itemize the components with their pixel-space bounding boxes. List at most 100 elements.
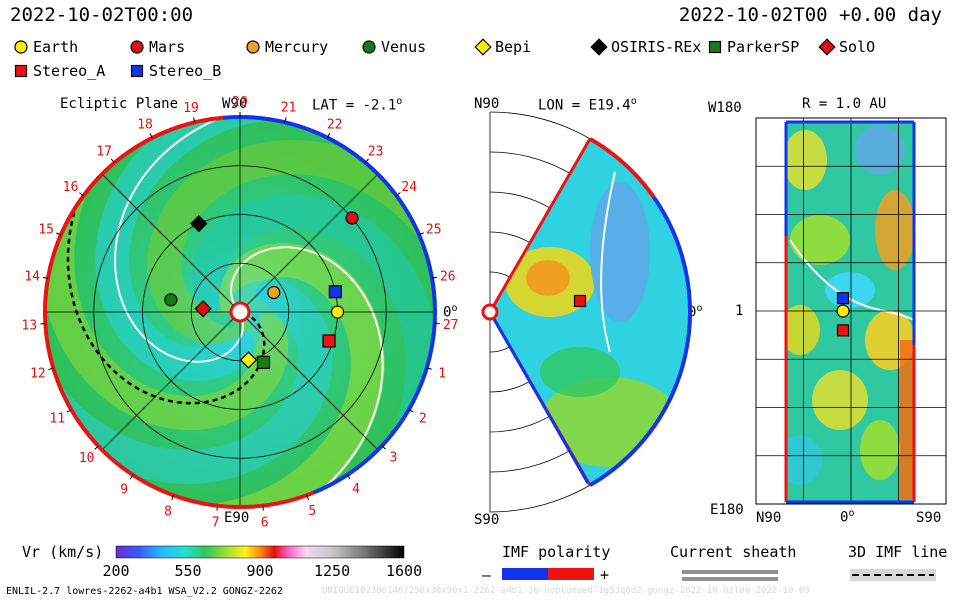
legend-item-mercury: Mercury xyxy=(244,38,328,56)
rim-tick xyxy=(408,408,414,413)
carrington-tick-label: 14 xyxy=(24,270,40,285)
rim-tick xyxy=(110,158,115,164)
marker-earth xyxy=(330,305,345,319)
current-sheath-line xyxy=(45,246,384,507)
colorbar-tick-label: 200 xyxy=(102,562,130,580)
rim-tick xyxy=(364,158,369,163)
imf3d-swatch xyxy=(850,569,936,581)
legend-label: Stereo_B xyxy=(149,62,222,80)
carrington-tick-label: 3 xyxy=(390,451,398,466)
marker-mercury xyxy=(267,285,281,300)
bottom-legend xyxy=(115,545,936,581)
imf-minus-label: – xyxy=(482,566,492,584)
carrington-tick-label: 5 xyxy=(308,504,316,519)
rim-tick xyxy=(149,133,153,139)
footer-left: ENLIL-2.7 lowres-2262-a4b1 WSA_V2.2 GONG… xyxy=(6,586,283,597)
colorbar-tick-label: 900 xyxy=(246,562,274,580)
legend-label: Mercury xyxy=(265,38,329,56)
radial-blob xyxy=(785,305,820,355)
marker-solo xyxy=(194,300,212,318)
rim-tick xyxy=(66,409,72,413)
current-sheath-label: Current sheath xyxy=(670,543,797,561)
legend-label: Venus xyxy=(381,38,427,56)
colorbar-tick-label: 550 xyxy=(174,562,202,580)
carrington-tick-label: 19 xyxy=(183,101,199,116)
marker-mars xyxy=(345,211,359,225)
rim-tick xyxy=(216,505,219,511)
carrington-tick-label: 27 xyxy=(443,318,459,333)
colorbar-tick-label: 1250 xyxy=(314,562,351,580)
solar-wind-stream xyxy=(95,117,435,382)
carrington-tick-label: 11 xyxy=(50,412,66,427)
rim-tick xyxy=(327,133,331,138)
carrington-tick-label: 13 xyxy=(22,319,38,334)
radial-x-right: S90 xyxy=(916,510,942,526)
imf-polarity-label: IMF polarity xyxy=(502,543,611,561)
current-sheath-line xyxy=(600,171,616,353)
carrington-tick-label: 10 xyxy=(79,451,95,466)
square-icon xyxy=(708,40,722,54)
meridional-right-label: 0o xyxy=(688,303,703,321)
rim-tick xyxy=(418,232,424,236)
current-sheath-line xyxy=(114,117,435,363)
ecliptic-right-label: 0o xyxy=(443,303,458,321)
radial-x-left: N90 xyxy=(756,510,782,526)
rim-tick xyxy=(48,367,54,371)
legend-label: Bepi xyxy=(495,38,532,56)
marker-stereo_b xyxy=(836,292,850,305)
meridional-blob xyxy=(540,347,620,397)
ecliptic-title: Ecliptic Plane xyxy=(60,96,179,112)
carrington-tick-label: 1 xyxy=(438,366,446,381)
carrington-tick-label: 22 xyxy=(327,117,343,132)
carrington-tick-label: 4 xyxy=(352,482,360,497)
carrington-tick-label: 15 xyxy=(38,223,54,238)
meridional-edge-negative xyxy=(488,311,590,484)
legend-item-venus: Venus xyxy=(360,38,426,56)
circle-icon xyxy=(130,40,144,54)
legend-item-bepi: Bepi xyxy=(474,38,531,56)
rim-tick xyxy=(284,117,287,123)
radial-blob xyxy=(900,340,915,500)
radial-blob xyxy=(785,130,827,190)
marker-stereo_a xyxy=(573,294,587,308)
sheath-swatch xyxy=(682,570,778,574)
meridional-lon-label: LON = E19.4o xyxy=(538,96,637,114)
legend-label: Earth xyxy=(33,38,79,56)
carrington-tick-label: 23 xyxy=(368,144,384,159)
sheath-swatch xyxy=(682,577,778,581)
date-left: 2022-10-02T00:00 xyxy=(10,4,194,26)
diamond-icon xyxy=(590,38,608,56)
radial-bottom-label: E180 xyxy=(710,502,744,518)
diamond-icon xyxy=(818,38,836,56)
rim-tick xyxy=(262,505,264,511)
ecliptic-panel: 20 21222324252627123456789101112131415161… xyxy=(22,95,459,531)
ecliptic-bottom-label: E90 xyxy=(224,510,250,526)
imf-positive-swatch xyxy=(548,568,594,580)
meridional-blob xyxy=(590,182,650,322)
carrington-tick-label: 18 xyxy=(137,118,153,133)
legend-item-stereo_a: Stereo_A xyxy=(12,62,105,80)
carrington-tick-label: 7 xyxy=(212,516,220,531)
carrington-tick-label: 8 xyxy=(164,504,172,519)
polarity-rim-positive xyxy=(43,115,314,509)
radial-top-label: W180 xyxy=(708,100,742,116)
marker-earth xyxy=(836,304,850,318)
legend-label: ParkerSP xyxy=(727,38,800,56)
square-icon xyxy=(130,64,144,78)
carrington-tick-label: 26 xyxy=(440,269,456,284)
rim-tick xyxy=(171,495,174,501)
marker-bepi xyxy=(239,351,258,369)
radial-left-label: 1 xyxy=(735,303,744,319)
polarity-rim-positive xyxy=(588,137,656,199)
rim-tick xyxy=(129,474,134,480)
legend-label: Mars xyxy=(149,38,186,56)
legend-item-parkersp: ParkerSP xyxy=(706,38,799,56)
solar-wind-stream xyxy=(45,242,385,507)
legend-item-solo: SolO xyxy=(818,38,875,56)
meridional-streams xyxy=(505,171,680,467)
rim-tick xyxy=(94,445,99,450)
legend-label: OSIRIS-REx xyxy=(611,38,702,56)
solar-wind-stream xyxy=(45,146,333,484)
imf-line xyxy=(66,117,323,405)
